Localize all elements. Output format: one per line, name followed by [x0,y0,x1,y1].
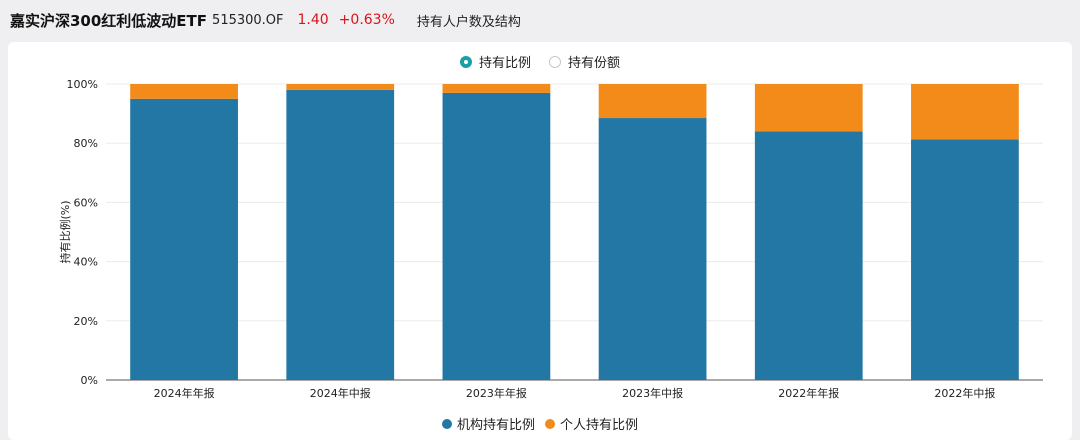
bar-institutional [911,139,1019,380]
fund-code: 515300.OF [212,12,284,28]
legend-label-institutional: 机构持有比例 [456,418,535,433]
view-toggle: 持有比例 持有份额 [0,52,1080,71]
bar-institutional [754,131,863,380]
bar-individual [754,84,863,132]
toggle-holding-shares-label: 持有份额 [568,56,621,71]
x-tick-label: 2023年中报 [622,386,683,400]
legend-item-individual[interactable]: 个人持有比例 [545,414,638,433]
legend-label-individual: 个人持有比例 [560,418,639,433]
fund-change: +0.63% [338,12,395,28]
legend-dot-individual [545,418,555,429]
legend-dot-institutional [441,418,452,429]
chart-legend: 机构持有比例 个人持有比例 [0,414,1080,433]
y-tick-label: 80% [74,137,98,150]
bar-institutional [130,98,238,381]
y-tick-label: 40% [74,256,98,269]
fund-name: 嘉实沪深300红利低波动ETF [10,11,208,30]
bar-institutional [286,89,395,381]
y-axis-title: 持有比例(%) [58,200,72,263]
y-tick-label: 20% [74,315,98,328]
y-tick-label: 60% [74,196,98,209]
toggle-holding-shares[interactable]: 持有份额 [549,52,620,71]
toggle-holding-ratio[interactable]: 持有比例 [459,52,531,71]
legend-item-institutional[interactable]: 机构持有比例 [441,414,535,433]
y-tick-label: 100% [67,78,98,91]
x-tick-label: 2022年中报 [934,386,995,400]
x-tick-label: 2024年中报 [310,386,371,400]
fund-price: 1.40 [297,12,329,28]
bar-individual [598,84,707,119]
bar-individual [286,84,395,90]
toggle-holding-ratio-label: 持有比例 [478,56,531,71]
x-tick-label: 2023年年报 [466,386,527,400]
bar-individual [130,84,238,99]
section-title: 持有人户数及结构 [416,14,521,30]
radio-selected-icon[interactable] [459,55,472,68]
bar-individual [911,84,1019,140]
x-tick-label: 2024年年报 [154,386,215,400]
radio-unselected-icon[interactable] [549,55,561,68]
bar-institutional [598,118,707,380]
bar-institutional [442,92,551,380]
x-tick-label: 2022年年报 [778,386,839,400]
y-tick-label: 0% [81,374,98,387]
fund-header: 嘉实沪深300红利低波动ETF 515300.OF 1.40 +0.63% 持有… [0,0,1080,40]
bar-individual [442,84,551,93]
